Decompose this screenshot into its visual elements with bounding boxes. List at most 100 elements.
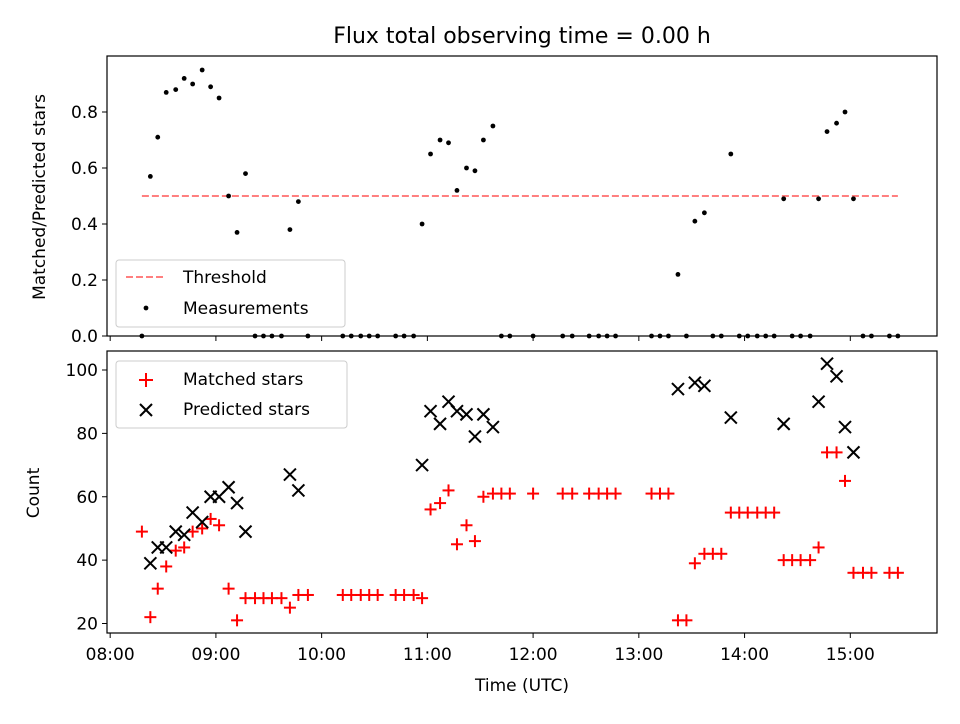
bottom-xtick-label: 08:00 <box>86 645 135 665</box>
predicted-star-point <box>283 467 297 482</box>
measurement-point <box>701 210 707 216</box>
measurement-point <box>163 90 169 95</box>
matched-star-point <box>566 487 579 500</box>
predicted-star-point <box>159 540 173 555</box>
measurement-point <box>464 165 469 171</box>
bottom-ytick-label: 60 <box>76 488 98 508</box>
top-y-axis: 0.0 0.2 0.4 0.6 0.8 <box>71 103 107 347</box>
predicted-star-point <box>476 407 491 422</box>
predicted-star-point <box>450 404 464 418</box>
bottom-ytick-label: 80 <box>76 424 98 444</box>
predicted-star-point <box>221 480 236 494</box>
matched-star-point <box>442 484 455 497</box>
measurement-point <box>824 129 830 135</box>
predicted-star-point <box>433 417 447 431</box>
bottom-xtick-label: 14:00 <box>720 645 769 665</box>
bottom-xtick-label: 13:00 <box>614 645 663 665</box>
matched-star-point <box>460 519 473 532</box>
matched-star-point <box>213 519 226 532</box>
predicted-star-point <box>829 369 844 384</box>
measurement-point <box>419 221 425 227</box>
measurement-point <box>216 95 222 101</box>
measurement-point <box>147 174 153 179</box>
matched-star-point <box>839 474 852 487</box>
top-x-axis <box>109 336 851 341</box>
legend-predicted-label: Predicted stars <box>183 400 310 420</box>
matched-star-point <box>231 614 244 627</box>
top-ytick-label: 0.0 <box>71 327 98 347</box>
predicted-star-point <box>671 382 685 396</box>
bottom-xtick-label: 11:00 <box>403 645 452 665</box>
matched-star-point <box>424 503 437 516</box>
predicted-star-point <box>415 458 429 472</box>
measurement-point <box>199 67 205 73</box>
measurement-point <box>155 134 161 140</box>
measurement-point <box>234 230 240 235</box>
measurement-point <box>437 137 443 143</box>
predicted-stars-points <box>143 356 861 570</box>
bottom-ytick-label: 40 <box>76 551 98 571</box>
bottom-x-axis: 08:00 09:00 10:00 11:00 12:00 13:00 14:00 15:00 <box>86 633 875 665</box>
legend-measurement-label: Measurements <box>183 299 309 319</box>
measurement-point <box>851 196 856 202</box>
top-axes-frame <box>106 55 938 337</box>
matched-star-point <box>416 592 429 605</box>
matched-star-point <box>222 582 235 595</box>
legend-matched-swatch <box>139 373 153 387</box>
measurement-point <box>190 81 196 87</box>
measurement-point <box>842 109 848 115</box>
predicted-star-point <box>459 407 474 422</box>
measurement-point <box>287 227 293 233</box>
matched-star-point <box>662 487 675 500</box>
matched-star-point <box>830 446 843 459</box>
chart-title: Flux total observing time = 0.00 h <box>333 24 711 49</box>
bottom-xtick-label: 12:00 <box>509 645 558 665</box>
legend-threshold-label: Threshold <box>182 268 267 288</box>
matched-star-point <box>468 535 481 548</box>
matched-star-point <box>804 554 817 567</box>
matched-star-point <box>178 541 191 554</box>
matched-star-point <box>865 566 878 579</box>
legend-measurement-swatch <box>143 305 149 311</box>
matched-star-point <box>527 487 540 500</box>
measurement-point <box>834 120 839 126</box>
predicted-star-point <box>195 515 209 529</box>
legend-predicted-swatch <box>139 403 153 417</box>
predicted-star-point <box>846 445 861 460</box>
measurement-point <box>226 193 231 199</box>
matched-star-point <box>715 547 728 560</box>
predicted-star-point <box>688 375 702 390</box>
predicted-star-point <box>238 524 253 539</box>
legend-matched-label: Matched stars <box>183 370 303 390</box>
predicted-star-point <box>169 524 183 539</box>
top-legend: Threshold Measurements <box>115 259 346 328</box>
matched-star-point <box>891 566 904 579</box>
top-ylabel: Matched/Predicted stars <box>30 94 50 300</box>
matched-star-point <box>609 487 622 500</box>
matched-star-point <box>144 611 157 624</box>
bottom-xtick-label: 15:00 <box>826 645 875 665</box>
bottom-ylabel: Count <box>24 467 44 518</box>
matched-star-point <box>301 588 314 601</box>
matched-star-point <box>169 544 182 557</box>
measurement-point <box>481 137 486 143</box>
predicted-star-point <box>838 420 852 434</box>
bottom-y-axis: 20 40 60 80 100 <box>66 361 107 634</box>
measurement-point <box>816 196 821 202</box>
measurement-point <box>208 84 214 90</box>
predicted-star-point <box>291 483 306 498</box>
predicted-star-point <box>811 394 826 409</box>
bottom-xtick-label: 09:00 <box>191 645 240 665</box>
predicted-star-point <box>486 420 500 434</box>
predicted-star-point <box>468 429 482 444</box>
measurement-point <box>181 76 187 81</box>
predicted-star-point <box>724 410 738 425</box>
measurement-point <box>446 140 451 146</box>
measurement-point <box>295 199 301 205</box>
matched-star-point <box>450 538 463 551</box>
measurement-point <box>472 168 478 174</box>
measurement-point <box>490 123 496 129</box>
measurement-point <box>173 87 179 92</box>
measurement-point <box>675 272 681 277</box>
